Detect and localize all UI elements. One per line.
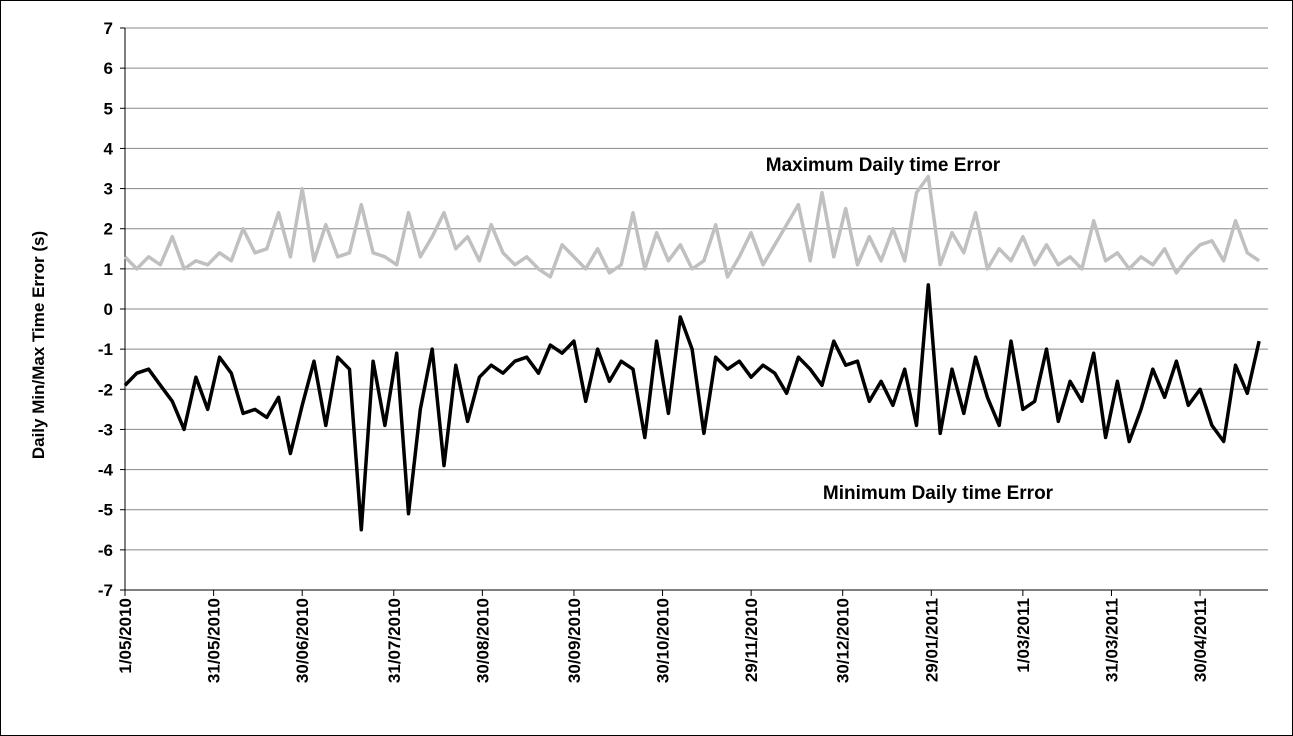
x-tick-label: 31/05/2010 (205, 598, 224, 683)
y-tick-label: -4 (98, 461, 114, 480)
y-axis-label: Daily Min/Max Time Error (s) (29, 231, 48, 459)
x-tick-label: 30/12/2010 (834, 598, 853, 683)
y-tick-label: 0 (104, 300, 113, 319)
data-line (123, 283, 1261, 532)
y-tick-label: 4 (104, 139, 114, 158)
x-tick-label: 30/08/2010 (473, 598, 492, 683)
annotation: Minimum Daily time Error (823, 483, 1054, 504)
y-tick-label: -5 (98, 501, 113, 520)
y-tick-label: -2 (98, 380, 113, 399)
data-line (123, 174, 1261, 279)
x-tick-label: 30/10/2010 (654, 598, 673, 683)
y-tick-label: 1 (104, 260, 113, 279)
y-tick-label: 3 (104, 180, 113, 199)
y-tick-label: -1 (98, 340, 113, 359)
y-tick-label: 2 (104, 220, 113, 239)
x-tick-label: 31/07/2010 (385, 598, 404, 683)
y-tick-label: 6 (104, 59, 113, 78)
y-tick-label: -7 (98, 581, 113, 600)
y-tick-label: -6 (98, 541, 113, 560)
x-tick-label: 30/06/2010 (293, 598, 312, 683)
x-tick-label: 30/04/2011 (1191, 598, 1210, 682)
x-tick-label: 29/01/2011 (922, 598, 941, 682)
y-tick-label: 5 (104, 99, 113, 118)
y-tick-label: -3 (98, 420, 113, 439)
x-tick-label: 1/05/2010 (116, 598, 135, 674)
x-tick-label: 30/09/2010 (565, 598, 584, 683)
y-tick-label: 7 (104, 19, 113, 38)
x-tick-label: 1/03/2011 (1014, 598, 1033, 673)
x-tick-label: 31/03/2011 (1102, 598, 1121, 682)
x-tick-label: 29/11/2010 (742, 598, 761, 682)
annotation: Maximum Daily time Error (766, 155, 1001, 176)
